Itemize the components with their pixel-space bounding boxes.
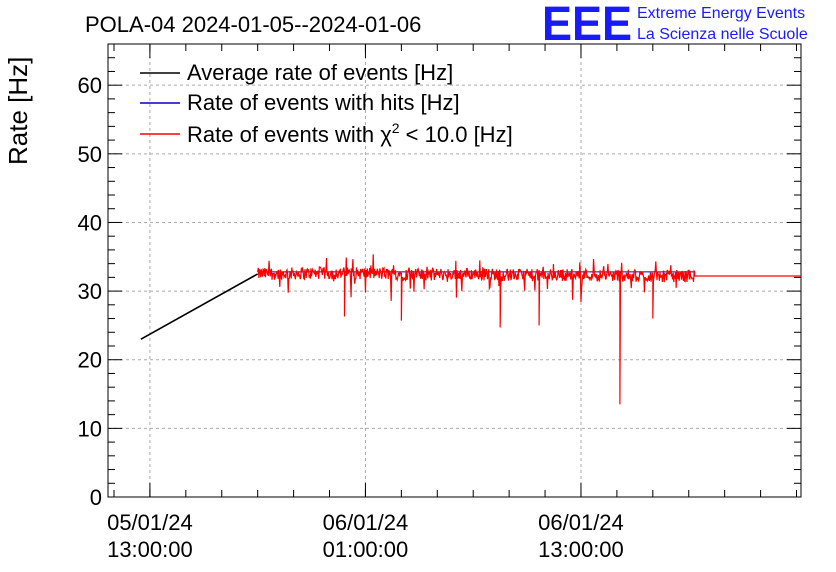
x-tick-label-time: 13:00:00 [538,537,624,562]
series-line-chi2-rate [257,254,801,405]
legend-chi2-suffix: < 10.0 [Hz] [400,122,513,147]
x-tick-label-date: 06/01/24 [323,510,409,535]
chart-title: POLA-04 2024-01-05--2024-01-06 [85,12,421,37]
y-tick-label: 0 [90,485,102,510]
legend: Average rate of events [Hz] Rate of even… [140,60,513,147]
y-tick-label: 30 [78,279,102,304]
x-tick-label-date: 05/01/24 [107,510,193,535]
y-tick-label: 20 [78,348,102,373]
legend-label-hits: Rate of events with hits [Hz] [187,90,460,115]
legend-label-avg: Average rate of events [Hz] [187,60,453,85]
plot-frame [107,43,802,498]
y-axis-title: Rate [Hz] [3,57,33,165]
axis-ticks: 010203040506005/01/2413:00:0006/01/2401:… [78,44,801,562]
x-tick-label-time: 01:00:00 [323,537,409,562]
y-tick-label: 50 [78,142,102,167]
legend-label-chi2: Rate of events with χ2 < 10.0 [Hz] [187,120,513,147]
grid [108,44,801,497]
logo-line1: Extreme Energy Events [637,5,805,22]
y-tick-label: 60 [78,73,102,98]
series-line-average-rate [140,273,259,340]
eee-logo: EEE Extreme Energy Events La Scienza nel… [542,0,808,51]
legend-chi2-sup: 2 [392,120,400,136]
logo-letters: EEE [542,0,632,51]
x-tick-label-date: 06/01/24 [538,510,624,535]
y-tick-label: 40 [78,210,102,235]
y-tick-label: 10 [78,416,102,441]
logo-line2: La Scienza nelle Scuole [637,26,808,43]
x-tick-label-time: 13:00:00 [107,537,193,562]
legend-chi2-prefix: Rate of events with χ [187,122,392,147]
series-group [140,254,801,405]
